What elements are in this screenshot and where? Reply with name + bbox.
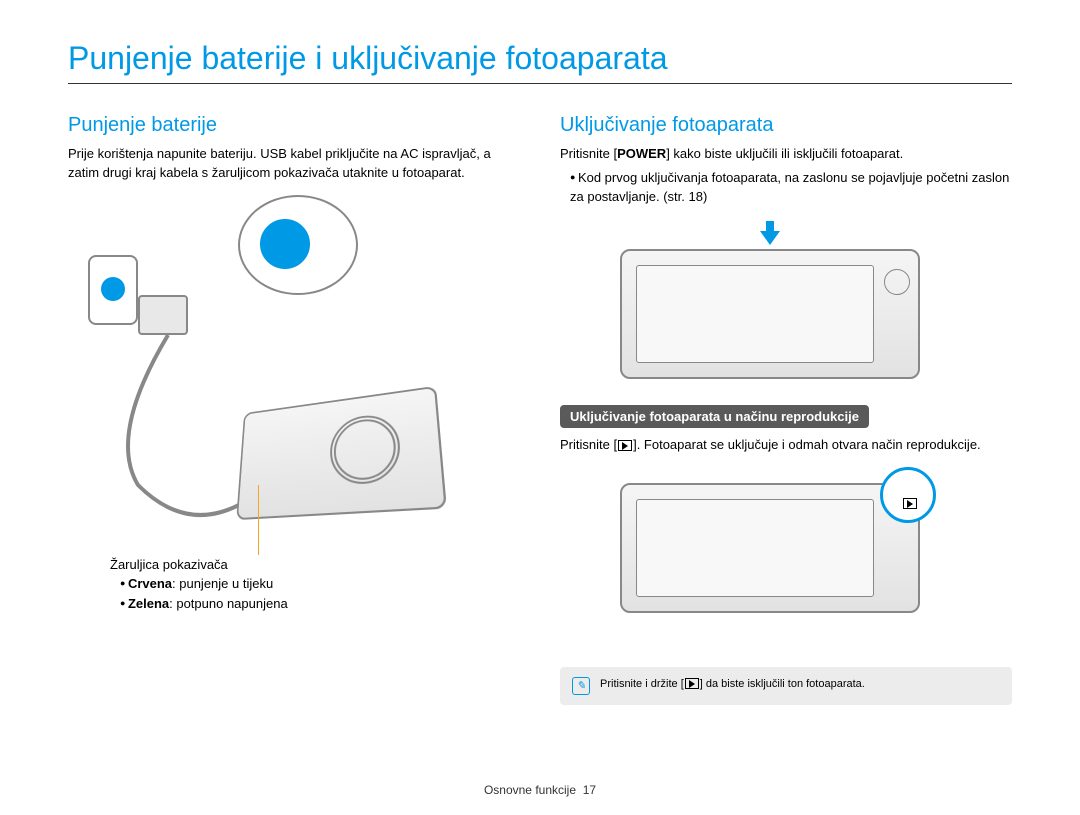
power-notes: Kod prvog uključivanja fotoaparata, na z… (560, 168, 1012, 207)
play-button-highlight-icon (880, 467, 936, 523)
charger-illustration (68, 195, 520, 555)
play-icon (618, 440, 632, 451)
power-arrow-icon (760, 231, 780, 245)
power-heading: Uključivanje fotoaparata (560, 114, 1012, 137)
power-line: Pritisnite [POWER] kako biste uključili … (560, 145, 1012, 164)
note-text: Pritisnite i držite [] da biste isključi… (600, 677, 865, 692)
indicator-legend: Žaruljica pokazivača Crvena: punjenje u … (110, 555, 520, 614)
power-note-1: Kod prvog uključivanja fotoaparata, na z… (570, 168, 1012, 207)
right-column: Uključivanje fotoaparata Pritisnite [POW… (560, 114, 1012, 705)
playback-text: Pritisnite []. Fotoaparat se uključuje i… (560, 436, 1012, 455)
note-box: ✎ Pritisnite i držite [] da biste isklju… (560, 667, 1012, 705)
camera-back-illustration-2 (560, 467, 1012, 647)
left-column: Punjenje baterije Prije korištenja napun… (68, 114, 520, 705)
charging-intro: Prije korištenja napunite bateriju. USB … (68, 145, 520, 183)
bubble-outlet-zoom (238, 195, 358, 295)
green-indicator: Zelena: potpuno napunjena (120, 594, 520, 614)
page-footer: Osnovne funkcije 17 (0, 783, 1080, 797)
indicator-leader-line (258, 485, 259, 555)
page-title: Punjenje baterije i uključivanje fotoapa… (68, 40, 1012, 84)
footer-page-number: 17 (583, 783, 596, 797)
footer-section: Osnovne funkcije (484, 783, 576, 797)
indicator-label: Žaruljica pokazivača (110, 555, 520, 575)
camera-back-illustration-1 (560, 219, 1012, 389)
charging-heading: Punjenje baterije (68, 114, 520, 137)
content-columns: Punjenje baterije Prije korištenja napun… (68, 114, 1012, 705)
camera-back-icon-2 (620, 483, 920, 613)
red-indicator: Crvena: punjenje u tijeku (120, 574, 520, 594)
camera-back-icon (620, 249, 920, 379)
playback-subheading: Uključivanje fotoaparata u načinu reprod… (560, 405, 869, 428)
note-icon: ✎ (572, 677, 590, 695)
play-icon (685, 678, 699, 689)
play-icon (903, 498, 917, 509)
plug-highlight-icon (260, 219, 310, 269)
